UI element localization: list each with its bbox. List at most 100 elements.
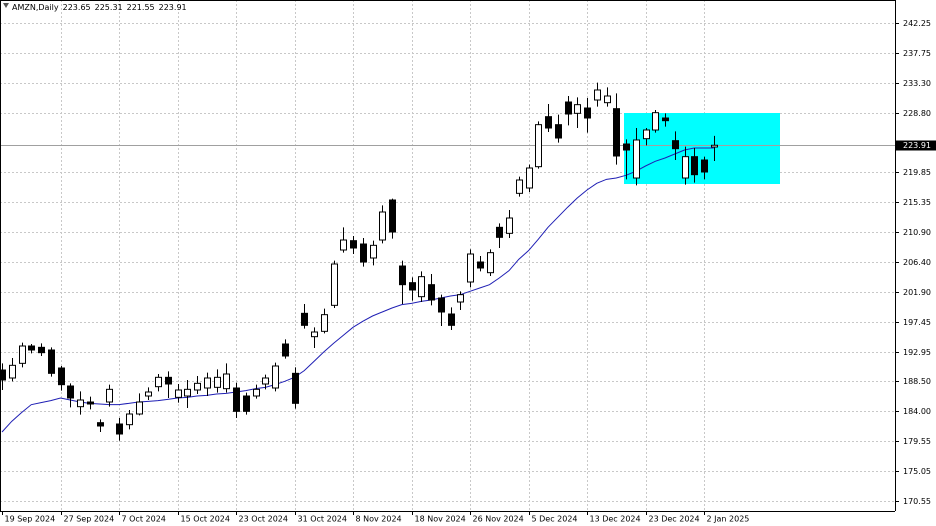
candle-body (184, 388, 191, 397)
candle-body (545, 116, 552, 129)
candle-body (389, 199, 396, 233)
candle-body (292, 372, 299, 404)
candle-body (672, 140, 679, 150)
low-value: 221.55 (127, 3, 155, 12)
y-tick-label: 237.75 (903, 49, 931, 58)
candle-body (77, 399, 84, 408)
axis-labels: 242.25 237.75 233.30 228.80 219.85 215.35 210.… (2, 19, 936, 524)
candle-body (662, 117, 669, 122)
chart-header: AMZN,Daily 223.65 225.31 221.55 223.91 (12, 3, 187, 12)
candle-body (613, 108, 620, 157)
symbol: AMZN,Daily (12, 3, 59, 12)
symbol-icon (3, 3, 9, 8)
candle-body (711, 144, 718, 148)
x-tick-label: 2 Jan 2025 (707, 515, 750, 524)
candle-body (331, 263, 338, 306)
candle-body (87, 401, 94, 405)
x-tick-label: 18 Nov 2024 (415, 515, 466, 524)
y-tick-label: 215.35 (903, 198, 931, 207)
candle-body (535, 124, 542, 168)
plot (0, 82, 895, 441)
candle-body (253, 388, 260, 397)
y-tick-label: 184.00 (903, 407, 931, 416)
candle-body (165, 376, 172, 385)
candle-body (106, 388, 113, 403)
y-tick-label: 206.40 (903, 258, 931, 267)
candle-body (175, 389, 182, 398)
close-value: 223.91 (159, 3, 187, 12)
x-tick-label: 15 Oct 2024 (181, 515, 230, 524)
candle-body (126, 413, 133, 426)
candle-body (487, 252, 494, 274)
candle-body (682, 156, 689, 179)
y-tick-label: 179.55 (903, 437, 931, 446)
candle-body (233, 387, 240, 412)
y-tick-label: 201.90 (903, 288, 931, 297)
candle-body (38, 346, 45, 354)
candle-body (643, 129, 650, 140)
candle-body (321, 314, 328, 332)
candle-body (448, 313, 455, 326)
candle-body (379, 211, 386, 241)
y-tick-label: 175.05 (903, 467, 931, 476)
candle-body (262, 377, 269, 385)
candle-body (223, 373, 230, 390)
x-tick-label: 23 Dec 2024 (649, 515, 700, 524)
candle-body (67, 385, 74, 399)
candle-body (116, 423, 123, 435)
x-tick-label: 31 Oct 2024 (298, 515, 347, 524)
candle-body (633, 139, 640, 179)
candle-body (506, 217, 513, 234)
y-tick-label: 170.55 (903, 497, 931, 506)
y-tick-label: 192.95 (903, 348, 931, 357)
y-tick-label: 188.50 (903, 377, 931, 386)
x-tick-label: 13 Dec 2024 (590, 515, 641, 524)
y-tick-label: 233.30 (903, 79, 931, 88)
candle-body (418, 276, 425, 298)
candle-body (594, 89, 601, 101)
candle-body (691, 156, 698, 176)
candle-body (145, 391, 152, 397)
candle-body (467, 253, 474, 283)
candle-body (574, 104, 581, 114)
candle-body (97, 422, 104, 427)
candle-body (496, 226, 503, 238)
candle-body (214, 376, 221, 388)
candle-body (301, 312, 308, 326)
y-tick-label: 210.90 (903, 228, 931, 237)
candle-body (428, 284, 435, 301)
y-tick-label: 197.45 (903, 318, 931, 327)
candle-body (28, 345, 35, 351)
candle-body (652, 112, 659, 131)
candle-body (604, 95, 611, 104)
y-tick-label: 219.85 (903, 168, 931, 177)
candle-body (399, 265, 406, 286)
x-tick-label: 8 Nov 2024 (356, 515, 402, 524)
candle-body (623, 143, 630, 151)
candle-body (516, 179, 523, 194)
x-tick-label: 7 Oct 2024 (122, 515, 166, 524)
candle-body (360, 243, 367, 263)
candle-body (555, 124, 562, 139)
candle-body (438, 297, 445, 313)
candle-body (136, 401, 143, 415)
moving-average (1, 147, 714, 433)
x-tick-label: 26 Nov 2024 (473, 515, 524, 524)
x-tick-label: 5 Dec 2024 (532, 515, 578, 524)
candle-body (204, 377, 211, 389)
high-value: 225.31 (95, 3, 123, 12)
current-price-label: 223.91 (903, 141, 931, 150)
candle-body (194, 382, 201, 391)
candle-body (370, 244, 377, 259)
candle-body (155, 376, 162, 388)
candle-body (311, 331, 318, 338)
candle-body (701, 159, 708, 173)
candle-body (526, 167, 533, 189)
candle-body (58, 367, 65, 386)
candle-body (9, 364, 16, 379)
candle-body (19, 345, 26, 364)
candle-body (565, 101, 572, 115)
candle-body (340, 239, 347, 251)
x-tick-label: 23 Oct 2024 (239, 515, 288, 524)
